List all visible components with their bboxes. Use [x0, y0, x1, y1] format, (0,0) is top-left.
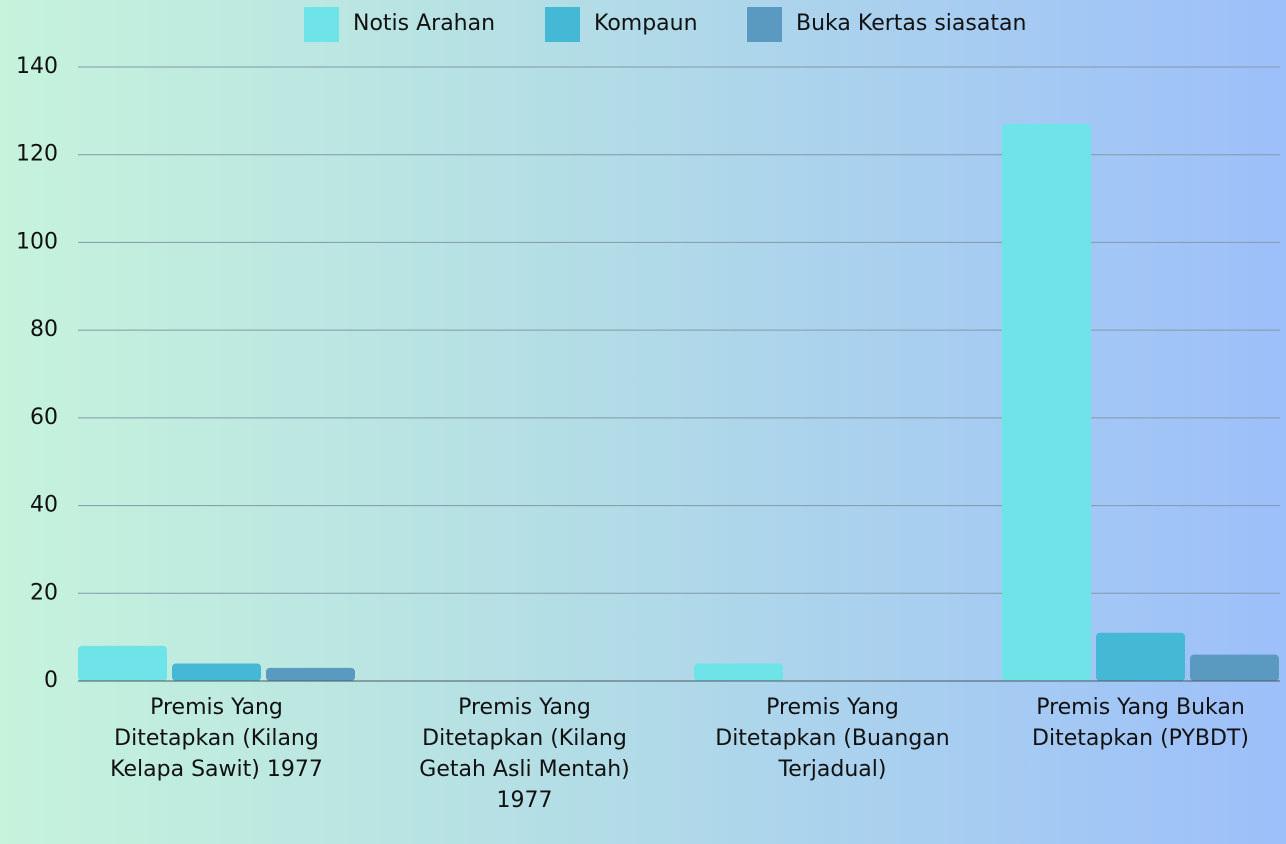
bar	[1190, 654, 1279, 681]
x-tick-label: Premis Yang Ditetapkan (Kilang Getah Asl…	[419, 695, 630, 813]
y-tick-label: 60	[30, 405, 58, 430]
x-tick-label: Premis Yang Ditetapkan (Buangan Terjadua…	[715, 695, 950, 782]
bar	[266, 667, 355, 681]
x-tick-label: Premis Yang Ditetapkan (Kilang Kelapa Sa…	[110, 695, 323, 782]
legend-label: Notis Arahan	[353, 11, 495, 36]
legend-swatch	[304, 7, 339, 42]
y-tick-label: 120	[16, 142, 58, 167]
legend-swatch	[545, 7, 580, 42]
bar	[78, 645, 167, 681]
bar	[694, 663, 783, 681]
bar	[172, 663, 261, 681]
legend-label: Kompaun	[594, 11, 698, 36]
y-tick-label: 40	[30, 493, 58, 518]
y-tick-label: 100	[16, 229, 58, 254]
x-tick-label: Premis Yang Bukan Ditetapkan (PYBDT)	[1032, 695, 1249, 751]
y-tick-label: 0	[44, 668, 58, 693]
y-tick-label: 20	[30, 580, 58, 605]
legend-label: Buka Kertas siasatan	[796, 11, 1026, 36]
legend-swatch	[747, 7, 782, 42]
bar	[1096, 632, 1185, 681]
y-tick-label: 140	[16, 54, 58, 79]
y-tick-label: 80	[30, 317, 58, 342]
bar	[1002, 124, 1091, 681]
